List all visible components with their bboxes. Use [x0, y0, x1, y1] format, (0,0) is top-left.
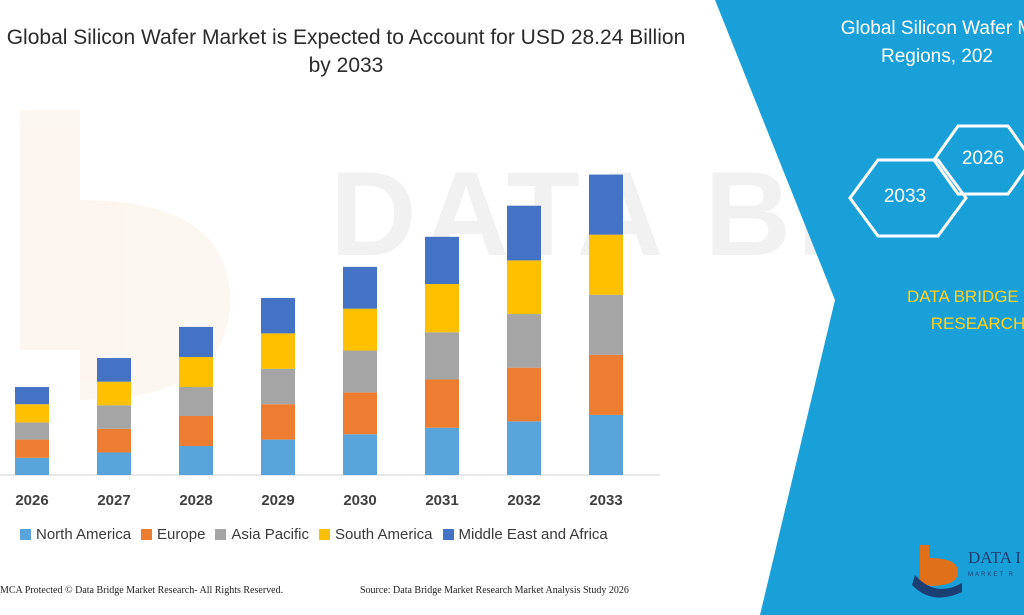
- logo-subtext: MARKET R: [968, 572, 1015, 578]
- x-tick-label-2029: 2029: [261, 492, 294, 509]
- x-tick-label-2031: 2031: [425, 492, 458, 509]
- legend-swatch: [20, 529, 31, 540]
- right-panel-background: [715, 0, 1024, 615]
- right-panel-title-line1: Global Silicon Wafer M: [840, 18, 1024, 39]
- bar-segment-2030-south-america: [343, 308, 377, 351]
- bar-segment-2032-north-america: [507, 421, 541, 475]
- bar-segment-2031-europe: [425, 379, 459, 428]
- bar-segment-2026-south-america: [15, 404, 49, 423]
- bar-segment-2031-north-america: [425, 427, 459, 475]
- legend-swatch: [318, 529, 330, 540]
- hexagon-label-2026: 2026: [961, 148, 1005, 169]
- bar-segment-2028-europe: [179, 415, 213, 447]
- bar-segment-2029-north-america: [261, 439, 295, 475]
- legend-swatch: [141, 529, 153, 540]
- bar-segment-2033-north-america: [589, 414, 623, 475]
- bar-segment-2026-asia-pacific: [15, 422, 49, 440]
- right-panel-title-line2: Regions, 202: [881, 46, 993, 67]
- x-tick-label-2026: 2026: [15, 492, 48, 509]
- bar-segment-2027-north-america: [97, 452, 131, 475]
- bar-segment-2028-south-america: [179, 356, 213, 388]
- brand-text-line2: RESEARCH: [930, 314, 1024, 333]
- brand-logo-icon: [912, 545, 962, 598]
- hexagon-label-2033: 2033: [883, 186, 927, 207]
- bar-segment-2032-middle-east-and-africa: [507, 205, 541, 261]
- brand-text-line1: DATA BRIDGE MA: [906, 287, 1024, 306]
- legend-label: Middle East and Africa: [458, 526, 608, 543]
- legend-swatch: [442, 529, 454, 540]
- bar-segment-2027-europe: [97, 428, 131, 453]
- legend-item-middle-east-and-africa: Middle East and Africa: [442, 526, 608, 543]
- right-panel-title: Global Silicon Wafer M Regions, 202: [822, 15, 1024, 71]
- legend-item-north-america: North America: [20, 526, 131, 543]
- bar-segment-2028-middle-east-and-africa: [179, 326, 213, 357]
- bar-segment-2033-south-america: [589, 234, 623, 295]
- brand-text: DATA BRIDGE MA RESEARCH: [868, 283, 1024, 337]
- source-footer: Source: Data Bridge Market Research Mark…: [360, 585, 629, 596]
- chart-title: Global Silicon Wafer Market is Expected …: [6, 26, 686, 77]
- bar-segment-2033-asia-pacific: [589, 294, 623, 355]
- bar-segment-2026-north-america: [15, 457, 49, 475]
- legend-label: Europe: [157, 526, 206, 543]
- logo-text: DATA I: [968, 548, 1021, 567]
- bar-segment-2032-south-america: [507, 260, 541, 315]
- bar-segment-2026-middle-east-and-africa: [15, 387, 49, 405]
- bar-segment-2030-asia-pacific: [343, 350, 377, 393]
- x-tick-label-2027: 2027: [97, 492, 130, 509]
- bar-segment-2028-asia-pacific: [179, 387, 213, 416]
- bar-segment-2027-middle-east-and-africa: [97, 358, 131, 382]
- bar-segment-2029-asia-pacific: [261, 368, 295, 405]
- legend-swatch: [215, 529, 227, 540]
- legend-label: South America: [334, 526, 433, 543]
- bar-segment-2032-europe: [507, 367, 541, 422]
- hexagon-2026-icon: [932, 124, 1024, 196]
- bar-segment-2027-asia-pacific: [97, 405, 131, 429]
- bar-segment-2031-south-america: [425, 284, 459, 333]
- copyright-footer: MCA Protected © Data Bridge Market Resea…: [0, 585, 284, 596]
- bar-segment-2031-asia-pacific: [425, 332, 459, 380]
- legend-item-south-america: South America: [318, 526, 433, 543]
- x-tick-label-2033: 2033: [589, 492, 622, 509]
- bar-segment-2029-south-america: [261, 333, 295, 369]
- x-tick-label-2028: 2028: [179, 492, 212, 509]
- bar-segment-2027-south-america: [97, 381, 131, 406]
- x-tick-label-2032: 2032: [507, 492, 540, 509]
- bar-segment-2028-north-america: [179, 446, 213, 475]
- legend-label: North America: [36, 526, 132, 543]
- bar-segment-2033-europe: [589, 354, 623, 415]
- bar-segment-2033-middle-east-and-africa: [589, 174, 623, 235]
- bar-segment-2029-europe: [261, 404, 295, 440]
- x-tick-label-2030: 2030: [343, 492, 376, 509]
- chart-legend: North America Europe Asia Pacific South Ame…: [20, 526, 618, 543]
- bar-segment-2026-europe: [15, 439, 49, 458]
- legend-label: Asia Pacific: [231, 526, 309, 543]
- bar-segment-2031-middle-east-and-africa: [425, 236, 459, 285]
- bar-segment-2032-asia-pacific: [507, 314, 541, 368]
- bar-segment-2029-middle-east-and-africa: [261, 297, 295, 334]
- bar-segment-2030-north-america: [343, 434, 377, 475]
- legend-item-asia-pacific: Asia Pacific: [215, 526, 309, 543]
- hexagon-2033-icon: [848, 158, 968, 238]
- bar-segment-2030-middle-east-and-africa: [343, 266, 377, 309]
- bar-segment-2030-europe: [343, 392, 377, 435]
- legend-item-europe: Europe: [141, 526, 205, 543]
